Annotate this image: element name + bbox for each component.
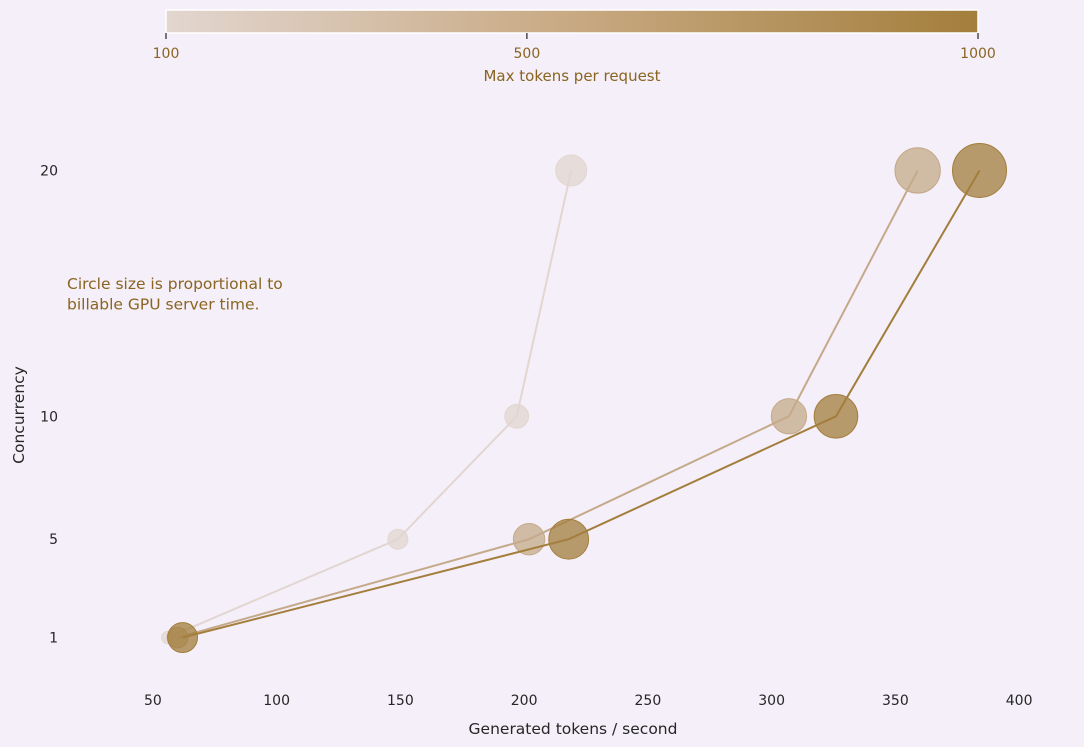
data-point[interactable] (813, 393, 859, 439)
x-axis-label: Generated tokens / second (469, 720, 678, 738)
series-line (167, 170, 573, 639)
annotation-line-1: Circle size is proportional to (67, 275, 283, 293)
series-500 (166, 147, 941, 649)
x-tick-label: 100 (263, 693, 290, 709)
plot-area (161, 142, 1008, 653)
x-tick-label: 400 (1006, 693, 1033, 709)
data-point[interactable] (548, 518, 590, 560)
annotation-line-2: billable GPU server time. (67, 296, 259, 314)
y-tick-label: 20 (40, 163, 58, 179)
y-tick-label: 10 (40, 409, 58, 425)
data-point[interactable] (894, 147, 941, 194)
colorbar-gradient (165, 9, 979, 34)
x-axis: 50 100 150 200 250 300 350 400 (144, 693, 1033, 709)
colorbar-label: Max tokens per request (483, 67, 660, 85)
series-line (182, 169, 981, 639)
x-tick-label: 150 (387, 693, 414, 709)
series-line (177, 169, 919, 639)
data-point[interactable] (770, 398, 808, 435)
data-point[interactable] (555, 154, 588, 187)
series-100 (161, 154, 588, 645)
y-tick-label: 1 (49, 631, 58, 647)
annotation-note: Circle size is proportional to billable … (67, 275, 288, 314)
x-tick-label: 350 (882, 693, 909, 709)
series-1000 (167, 142, 1008, 653)
data-point[interactable] (167, 622, 199, 653)
y-axis-label: Concurrency (10, 366, 28, 464)
data-point[interactable] (387, 528, 409, 550)
y-axis: 1 5 10 20 (40, 163, 58, 646)
data-point[interactable] (952, 142, 1008, 198)
colorbar: 100 500 1000 Max tokens per request (153, 9, 996, 85)
x-tick-label: 250 (635, 693, 662, 709)
colorbar-tick-label: 100 (153, 46, 180, 62)
colorbar-tick-label: 500 (514, 46, 541, 62)
data-point[interactable] (504, 403, 530, 429)
x-tick-label: 50 (144, 693, 162, 709)
colorbar-tick-label: 1000 (960, 46, 996, 62)
x-tick-label: 300 (758, 693, 785, 709)
y-tick-label: 5 (49, 532, 58, 548)
x-tick-label: 200 (511, 693, 538, 709)
